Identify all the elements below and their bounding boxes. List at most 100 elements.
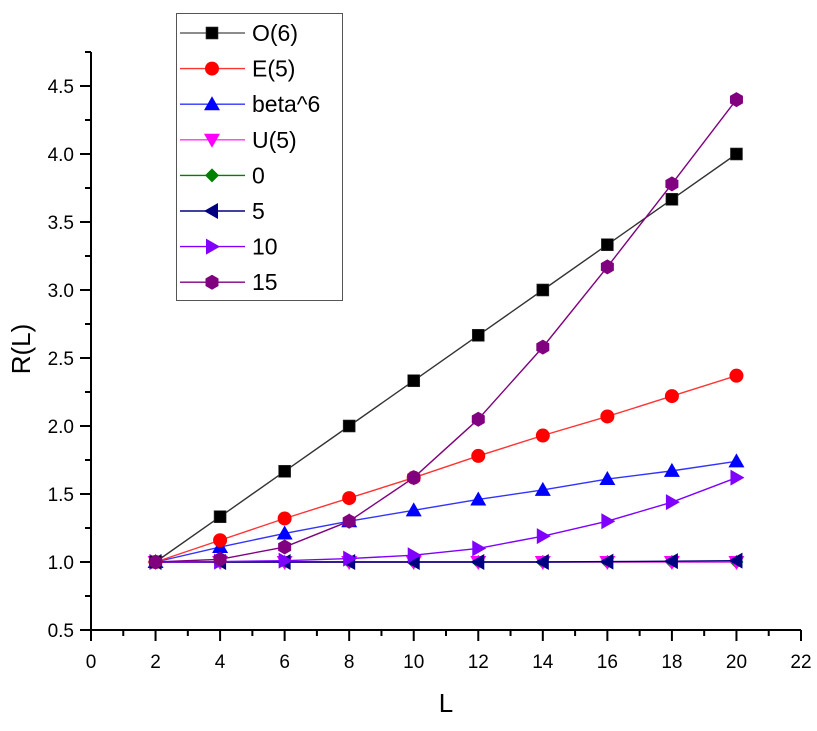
legend-label: 5 [252,198,265,224]
data-point-square [342,419,356,433]
x-tick-label: 8 [344,652,355,673]
series-15 [149,92,743,570]
series-line [155,559,737,563]
y-tick-label: 4.0 [48,145,74,166]
x-tick-label: 18 [661,652,682,673]
data-point-triangle-up [728,453,745,468]
data-point-square [278,464,291,478]
x-axis-label: L [439,688,453,718]
x-tick-label: 4 [215,652,226,673]
y-tick-label: 1.5 [48,485,74,506]
data-point-hexagon [471,411,485,427]
data-point-triangle-up [204,96,220,111]
data-point-triangle-right [536,528,551,545]
legend-label: 0 [252,162,265,188]
y-ticks: 0.5 1.0 1.5 2.0 2.5 3.0 3.5 4.0 4.5 [48,51,91,642]
x-tick-label: 6 [279,652,290,673]
legend-item: 5 [180,198,265,224]
data-point-triangle-right [206,238,220,255]
data-point-triangle-right [278,552,293,569]
data-point-triangle-right [407,547,422,564]
x-tick-label: 10 [403,652,424,673]
legend-label: beta^6 [252,91,320,117]
data-point-circle [600,409,615,424]
data-point-hexagon [536,339,550,355]
data-point-square [601,238,614,252]
data-point-triangle-left [599,553,614,570]
y-tick-label: 3.0 [48,281,74,302]
legend-item: 10 [180,234,278,260]
x-tick-label: 2 [150,652,161,673]
series-e-5- [148,368,744,569]
data-point-triangle-right [730,469,745,486]
series-line [155,477,737,563]
y-tick-label: 2.0 [48,417,74,438]
y-tick-label: 1.0 [48,553,74,574]
series-line [155,375,737,563]
data-point-circle [471,448,486,463]
legend-label: 15 [252,269,278,295]
series-o-6- [149,147,743,569]
data-point-circle [342,491,357,506]
data-point-hexagon [213,551,227,567]
data-point-circle [664,389,679,404]
data-point-triangle-right [472,540,487,557]
series-layer [147,92,745,570]
data-point-triangle-left [728,552,743,569]
series-line [155,99,738,563]
y-axis-label: R(L) [6,324,36,375]
data-point-square [536,283,550,297]
legend-item: U(5) [180,127,297,153]
y-tick-label: 0.5 [48,621,74,642]
legend-item: 0 [180,162,265,188]
data-point-circle [535,428,550,443]
x-tick-label: 0 [86,652,97,673]
series-u-5- [147,556,745,570]
data-point-circle [277,511,292,526]
data-point-hexagon [342,513,356,529]
x-tick-label: 20 [726,652,747,673]
data-point-triangle-up [599,471,616,486]
x-tick-label: 22 [790,652,811,673]
data-point-triangle-left [534,554,549,570]
legend-box [176,13,343,301]
data-point-hexagon [729,92,743,108]
data-point-circle [729,368,744,383]
data-point-circle [213,533,228,548]
x-ticks: 0 2 4 6 8 10 12 14 16 18 20 22 [86,630,812,673]
data-point-hexagon [665,176,679,192]
data-point-square [471,328,485,342]
data-point-triangle-right [665,494,680,511]
series-beta-6 [147,453,745,568]
y-tick-label: 3.5 [48,213,74,234]
data-point-square [213,510,227,524]
data-point-diamond [205,168,219,183]
axes: 0.5 1.0 1.5 2.0 2.5 3.0 3.5 4.0 4.5 0 2 4 6 8 10 12 14 1… [6,51,812,718]
y-tick-label: 2.5 [48,349,74,370]
data-point-triangle-left [663,553,678,570]
y-tick-label: 4.5 [48,77,74,98]
x-tick-label: 14 [532,652,554,673]
legend-item: beta^6 [180,91,320,117]
x-tick-label: 12 [468,652,489,673]
legend-item: O(6) [180,20,298,46]
data-point-hexagon [149,554,163,570]
series-line [155,153,737,563]
data-point-triangle-up [405,502,422,517]
data-point-triangle-up [534,481,551,496]
data-point-triangle-right [343,550,358,567]
legend-label: O(6) [252,20,298,46]
legend-label: E(5) [252,56,295,82]
x-tick-label: 16 [597,652,618,673]
data-point-circle [205,61,219,76]
legend-item: 15 [180,269,278,295]
data-point-square [665,192,679,206]
series-10 [149,469,745,570]
series-line [155,460,737,563]
data-point-triangle-left [470,554,485,570]
data-point-square [730,147,743,161]
data-point-triangle-left [204,203,218,219]
data-point-square [407,374,421,388]
